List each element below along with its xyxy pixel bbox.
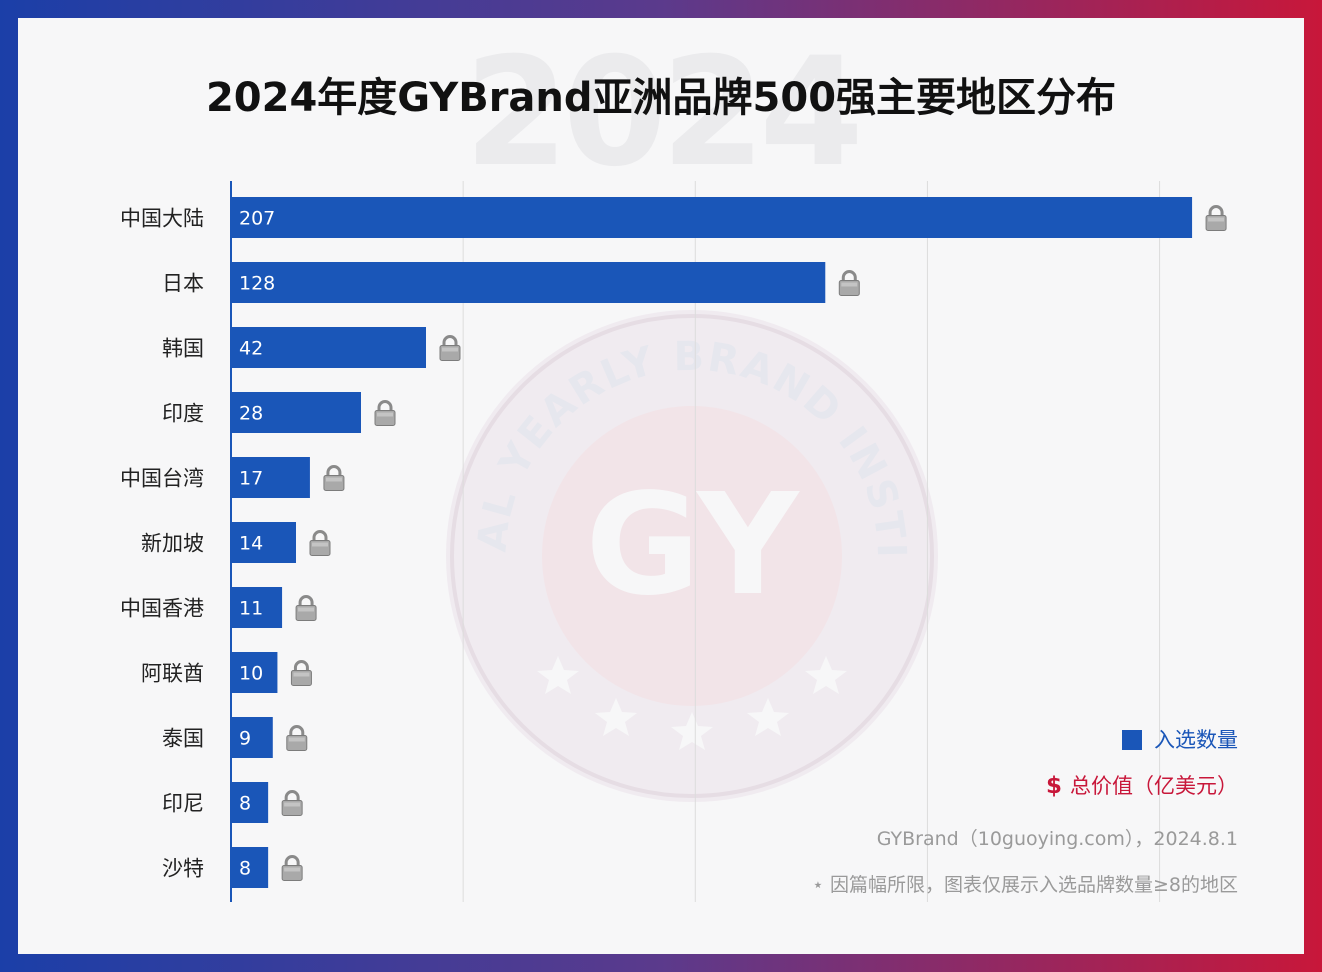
lock-icon xyxy=(290,660,312,686)
watermark-year: 2024 xyxy=(464,26,863,200)
bar-value-label: 207 xyxy=(239,208,275,230)
category-label: 印度 xyxy=(162,402,204,426)
category-label: 印尼 xyxy=(162,792,204,816)
watermark-seal-letters: GY xyxy=(585,464,800,627)
category-label: 韩国 xyxy=(162,337,204,361)
category-label: 中国香港 xyxy=(120,597,204,621)
bar xyxy=(231,522,296,563)
bar xyxy=(231,847,269,888)
legend-count: 入选数量 xyxy=(1046,726,1238,754)
bar xyxy=(231,262,826,303)
category-label: 中国大陆 xyxy=(120,207,204,231)
lock-icon xyxy=(309,530,331,556)
lock-icon xyxy=(281,790,303,816)
category-label: 中国台湾 xyxy=(120,467,204,491)
category-label: 泰国 xyxy=(162,727,204,751)
legend-value-symbol: $ xyxy=(1045,773,1062,799)
category-label: 日本 xyxy=(162,272,204,296)
bar-value-label: 128 xyxy=(239,273,275,295)
bar-value-label: 10 xyxy=(239,663,263,685)
chart-title: 2024年度GYBrand亚洲品牌500强主要地区分布 xyxy=(205,75,1117,121)
bar-value-label: 11 xyxy=(239,598,263,620)
lock-icon xyxy=(295,595,317,621)
legend: 入选数量 $ 总价值（亿美元） xyxy=(1046,726,1238,800)
bar-value-label: 42 xyxy=(239,338,263,360)
bar-value-label: 8 xyxy=(239,858,251,880)
category-label: 沙特 xyxy=(162,857,204,881)
bar-value-label: 28 xyxy=(239,403,263,425)
bar xyxy=(231,717,273,758)
lock-icon xyxy=(838,270,860,296)
legend-count-swatch xyxy=(1122,730,1142,750)
category-label: 新加坡 xyxy=(141,532,204,556)
source-credit: GYBrand（10guoying.com），2024.8.1 xyxy=(876,828,1238,850)
bar xyxy=(231,327,426,368)
bar-value-label: 17 xyxy=(239,468,263,490)
lock-icon xyxy=(281,855,303,881)
bar-chart: 中国大陆 207 日本 128 韩国 42 印度 28 中国台湾 17 新加坡 14 中国香港 11 阿联酋… xyxy=(120,181,1227,902)
bar-value-label: 9 xyxy=(239,728,251,750)
bar xyxy=(231,457,310,498)
footnote: ⋆ 因篇幅所限，图表仅展示入选品牌数量≥8的地区 xyxy=(812,874,1238,896)
legend-value-label: 总价值（亿美元） xyxy=(1070,774,1238,798)
bar-value-label: 14 xyxy=(239,533,263,555)
lock-icon xyxy=(323,465,345,491)
lock-icon xyxy=(439,335,461,361)
bar xyxy=(231,587,283,628)
chart-card: 2024 GLOBAL YEARLY BRAND INSTITUTE GY 20… xyxy=(18,18,1304,954)
lock-icon xyxy=(374,400,396,426)
bar xyxy=(231,782,269,823)
bar xyxy=(231,652,278,693)
lock-icon xyxy=(1205,205,1227,231)
legend-value: $ 总价值（亿美元） xyxy=(1046,772,1238,800)
bar-value-label: 8 xyxy=(239,793,251,815)
bar xyxy=(231,392,361,433)
bar xyxy=(231,197,1193,238)
legend-count-label: 入选数量 xyxy=(1154,728,1238,752)
lock-icon xyxy=(286,725,308,751)
category-label: 阿联酋 xyxy=(141,662,204,686)
